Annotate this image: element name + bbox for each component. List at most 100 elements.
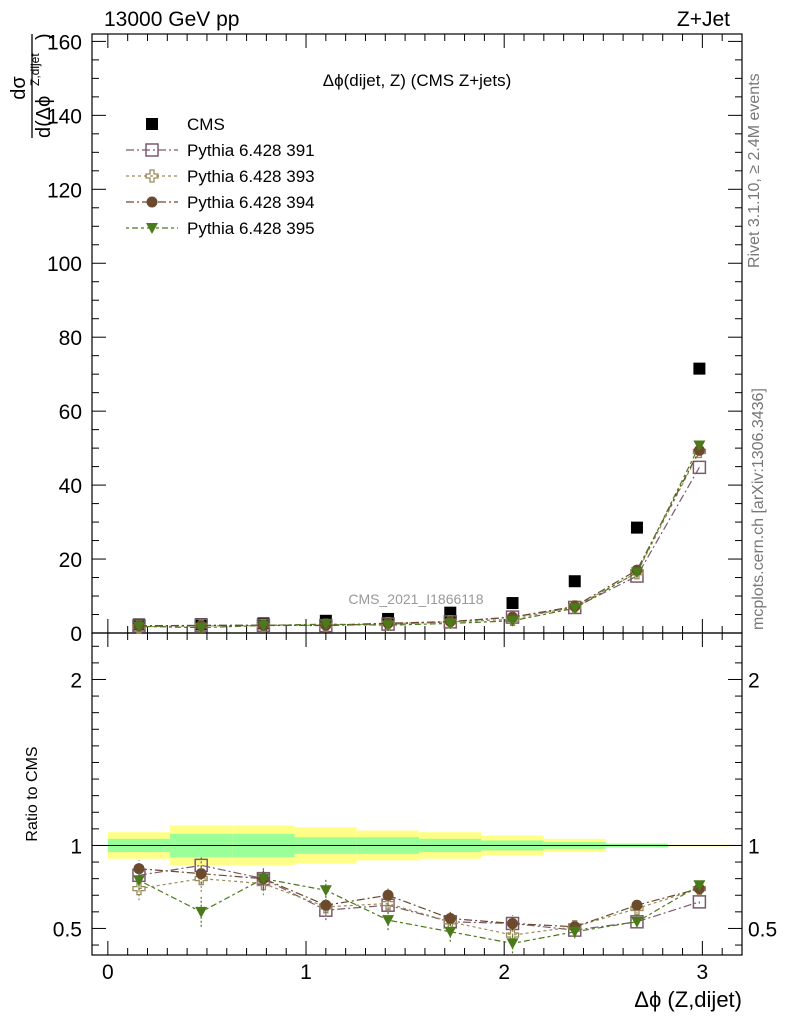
series-line [138, 445, 700, 629]
mcplots-label: mcplots.cern.ch [arXiv:1306.3436] [750, 388, 767, 630]
ratio-y-tick-label-right: 0.5 [748, 918, 777, 941]
plot-title: Δϕ(dijet, Z) (CMS Z+jets) [323, 71, 512, 90]
data-point [568, 603, 581, 615]
ratio-series-pythia-6-428-393 [132, 865, 707, 944]
data-point [506, 597, 519, 610]
legend-label: Pythia 6.428 395 [187, 219, 315, 238]
main-series [132, 362, 707, 634]
legend-marker [146, 196, 158, 208]
main-y-tick-label: 120 [47, 179, 82, 202]
ratio-series-pythia-6-428-391 [132, 855, 707, 937]
ratio-point [568, 926, 581, 938]
data-point [506, 615, 519, 627]
legend-item: Pythia 6.428 393 [126, 167, 315, 186]
data-point [693, 362, 706, 375]
x-tick-label: 0 [102, 961, 114, 984]
ratio-point [692, 895, 707, 909]
ratio-point [381, 896, 395, 911]
ratio-y-tick-label: 2 [70, 669, 82, 692]
data-point [382, 620, 395, 632]
y-title-superscript: Z,dijet [28, 53, 42, 86]
main-y-ticks [92, 40, 742, 634]
legend-marker [146, 223, 158, 234]
ratio-y-tick-label: 1 [70, 835, 82, 858]
ratio-y-tick-label: 0.5 [53, 918, 82, 941]
ratio-point [382, 915, 395, 927]
data-point [630, 521, 643, 534]
main-y-tick-label: 0 [70, 623, 82, 646]
legend: CMS Pythia 6.428 391 Pythia 6.428 393 Pythi… [126, 115, 315, 238]
legend-marker [145, 169, 159, 183]
data-point [568, 575, 581, 588]
ratio-line [138, 868, 700, 928]
data-point [319, 619, 332, 631]
ratio-series [132, 855, 707, 954]
legend-item: Pythia 6.428 394 [126, 193, 315, 212]
ratio-y-ticks [92, 645, 742, 946]
ratio-point [382, 889, 394, 901]
ratio-point [630, 916, 643, 928]
rivet-label: Rivet 3.1.10, ≥ 2.4M events [746, 73, 763, 268]
ratio-y-tick-label-right: 2 [748, 669, 760, 692]
main-y-tick-label: 140 [47, 105, 82, 128]
legend-item: Pythia 6.428 391 [126, 141, 315, 160]
main-y-tick-label: 40 [59, 475, 82, 498]
ratio-point [444, 926, 457, 938]
legend-item: CMS [146, 115, 225, 134]
main-y-tick-label: 60 [59, 401, 82, 424]
y-title-denominator: d(Δϕ [33, 96, 55, 138]
ratio-point [195, 868, 207, 880]
data-point [693, 440, 706, 452]
main-y-tick-label: 100 [47, 253, 82, 276]
legend-marker [145, 143, 159, 157]
header-left: 13000 GeV pp [104, 8, 240, 31]
legend-label: CMS [187, 115, 225, 134]
legend-label: Pythia 6.428 394 [187, 193, 315, 212]
x-ticks [107, 34, 743, 955]
ratio-point [319, 885, 332, 897]
ratio-y-axis-title: Ratio to CMS [24, 746, 41, 841]
ratio-point [132, 875, 145, 887]
ratio-point [506, 938, 519, 950]
ratio-point [693, 880, 706, 892]
x-tick-label: 2 [498, 961, 510, 984]
ratio-point [507, 917, 519, 929]
data-point [692, 460, 707, 475]
legend-marker [146, 118, 158, 130]
ratio-point [133, 863, 145, 875]
ratio-point [444, 912, 456, 924]
ratio-y-tick-label-right: 1 [748, 835, 760, 858]
header-right: Z+Jet [676, 8, 730, 31]
legend-item: Pythia 6.428 395 [126, 219, 315, 238]
ratio-line [138, 864, 700, 931]
main-y-tick-label: 80 [59, 327, 82, 350]
main-y-tick-label: 20 [59, 549, 82, 572]
legend-label: Pythia 6.428 393 [187, 167, 315, 186]
ratio-line [138, 878, 700, 944]
ratio-series-pythia-6-428-395 [132, 867, 706, 954]
ratio-point [195, 906, 208, 918]
main-y-tick-label: 160 [47, 31, 82, 54]
x-axis-title: Δϕ (Z,dijet) [634, 987, 742, 1012]
ratio-frame [91, 632, 743, 956]
legend-label: Pythia 6.428 391 [187, 141, 315, 160]
y-title-numerator: dσ [8, 76, 30, 100]
ratio-point [132, 881, 146, 896]
ratio-point [631, 899, 643, 911]
ratio-series-pythia-6-428-394 [133, 860, 705, 933]
data-point [195, 622, 208, 634]
series-line [138, 467, 700, 627]
ratio-point [320, 899, 332, 911]
series-pythia-6-428-395 [132, 440, 706, 634]
analysis-watermark: CMS_2021_I1866118 [348, 591, 483, 607]
x-tick-label: 3 [697, 961, 709, 984]
data-point [132, 621, 145, 633]
y-title-close-paren: ) [33, 33, 55, 40]
x-tick-label: 1 [300, 961, 312, 984]
data-point [257, 620, 270, 632]
data-point [630, 567, 643, 579]
main-y-axis-title: dσd(Δϕ Z,dijet) [8, 33, 55, 138]
data-point [444, 618, 457, 630]
ratio-point [257, 873, 270, 885]
